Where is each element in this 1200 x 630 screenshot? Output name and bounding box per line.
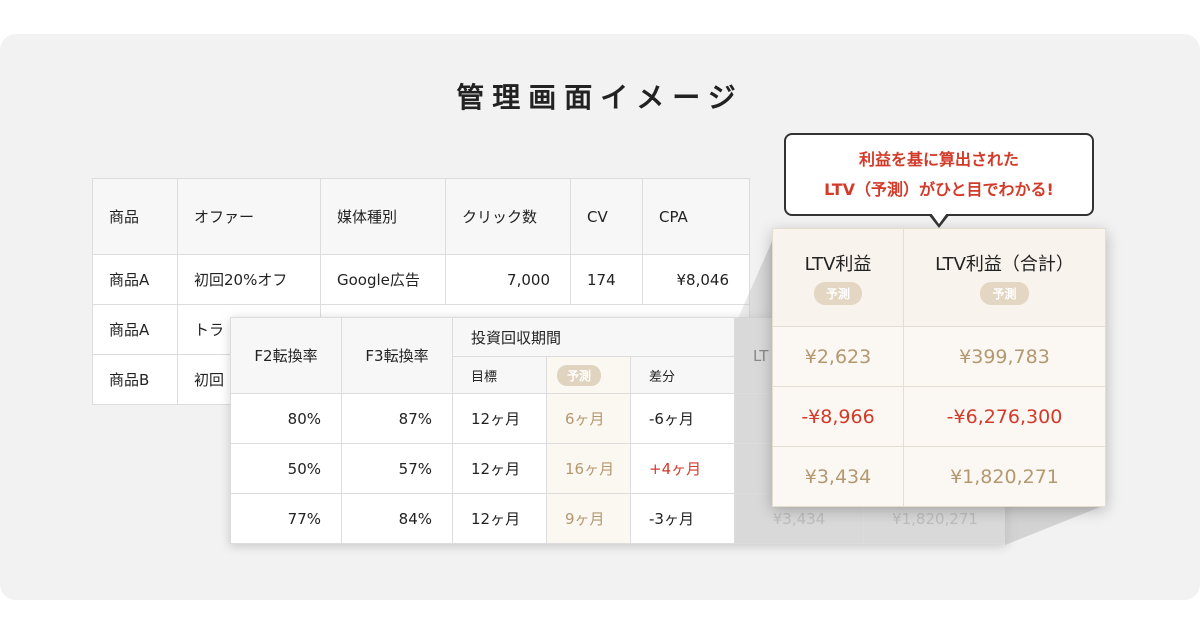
table-row[interactable]: ¥3,434 ¥1,820,271 xyxy=(772,446,1106,507)
cell-ltv-profit: ¥2,623 xyxy=(772,326,904,387)
cell-target: 12ヶ月 xyxy=(452,393,547,444)
header-media-type: 媒体種別 xyxy=(320,178,446,255)
table-row[interactable]: 商品A 初回20%オフ Google広告 7,000 174 ¥8,046 xyxy=(92,254,750,305)
cell-media-type: Google広告 xyxy=(320,254,446,305)
cell-predict: 6ヶ月 xyxy=(546,393,631,444)
cell-ltv-profit: -¥8,966 xyxy=(772,386,904,447)
cell-f3-rate: 84% xyxy=(341,493,453,544)
callout-bubble: 利益を基に算出された LTV（予測）がひと目でわかる! xyxy=(784,133,1094,216)
header-cv: CV xyxy=(570,178,643,255)
cell-predict: 16ヶ月 xyxy=(546,443,631,494)
header-predict: 予測 xyxy=(546,356,631,394)
table-row[interactable]: ¥2,623 ¥399,783 xyxy=(772,326,1106,387)
cell-product: 商品B xyxy=(92,354,178,405)
main-table: 商品 オファー 媒体種別 クリック数 CV CPA 商品A 初回20%オフ Go… xyxy=(92,178,750,405)
cell-diff: -6ヶ月 xyxy=(630,393,735,444)
header-target: 目標 xyxy=(452,356,547,394)
cell-ltv-profit-total: ¥1,820,271 xyxy=(903,446,1106,507)
cell-ltv-profit: ¥3,434 xyxy=(772,446,904,507)
cell-f3-rate: 57% xyxy=(341,443,453,494)
cell-target: 12ヶ月 xyxy=(452,493,547,544)
cell-cv: 174 xyxy=(570,254,643,305)
cell-f2-rate: 50% xyxy=(230,443,342,494)
cell-diff: +4ヶ月 xyxy=(630,443,735,494)
predict-badge: 予測 xyxy=(980,282,1029,305)
header-cpa: CPA xyxy=(642,178,750,255)
cell-predict: 9ヶ月 xyxy=(546,493,631,544)
ltv-zoom-header-row: LTV利益 予測 LTV利益（合計） 予測 xyxy=(772,228,1106,327)
cell-product: 商品A xyxy=(92,304,178,355)
predict-badge: 予測 xyxy=(557,364,602,386)
cell-ltv-profit-total: ¥399,783 xyxy=(903,326,1106,387)
cell-product: 商品A xyxy=(92,254,178,305)
ltv-zoom-panel: LTV利益 予測 LTV利益（合計） 予測 ¥2,623 ¥399,783 -¥… xyxy=(772,228,1106,507)
header-product: 商品 xyxy=(92,178,178,255)
table-row[interactable]: -¥8,966 -¥6,276,300 xyxy=(772,386,1106,447)
cell-clicks: 7,000 xyxy=(445,254,571,305)
cell-f2-rate: 77% xyxy=(230,493,342,544)
cell-offer: 初回20%オフ xyxy=(177,254,321,305)
cell-f3-rate: 87% xyxy=(341,393,453,444)
header-ltv-profit-total: LTV利益（合計） 予測 xyxy=(903,228,1106,327)
cell-cpa: ¥8,046 xyxy=(642,254,750,305)
callout-line-2: LTV（予測）がひと目でわかる! xyxy=(824,180,1054,199)
cell-target: 12ヶ月 xyxy=(452,443,547,494)
header-diff: 差分 xyxy=(630,356,735,394)
main-table-header-row: 商品 オファー 媒体種別 クリック数 CV CPA xyxy=(92,178,750,255)
header-payback-period: 投資回収期間 xyxy=(452,317,735,357)
header-f3-rate: F3転換率 xyxy=(341,317,453,394)
cell-f2-rate: 80% xyxy=(230,393,342,444)
header-ltv-profit-label: LTV利益 xyxy=(804,254,872,275)
predict-badge: 予測 xyxy=(813,282,862,305)
page-title: 管理画面イメージ xyxy=(456,81,744,114)
callout-tail-inner xyxy=(931,213,947,224)
conversion-subheader-row: 目標 予測 差分 xyxy=(231,356,1007,394)
cell-ltv-profit-total: -¥6,276,300 xyxy=(903,386,1106,447)
ltv-zoom-table: LTV利益 予測 LTV利益（合計） 予測 ¥2,623 ¥399,783 -¥… xyxy=(772,228,1106,507)
header-ltv-profit: LTV利益 予測 xyxy=(772,228,904,327)
header-ltv-profit-total-label: LTV利益（合計） xyxy=(935,254,1074,275)
header-f2-rate: F2転換率 xyxy=(230,317,342,394)
header-clicks: クリック数 xyxy=(445,178,571,255)
callout-line-1: 利益を基に算出された xyxy=(858,150,1019,169)
cell-diff: -3ヶ月 xyxy=(630,493,735,544)
header-offer: オファー xyxy=(177,178,321,255)
